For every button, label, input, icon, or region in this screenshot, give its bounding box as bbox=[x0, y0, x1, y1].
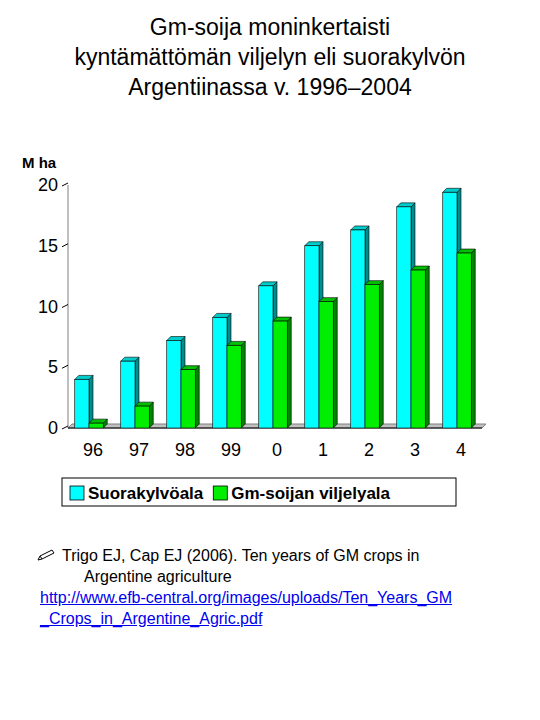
y-axis-line bbox=[68, 185, 69, 428]
legend: Suorakylvöala Gm-soijan viljelyala bbox=[62, 478, 456, 506]
y-tick bbox=[62, 183, 68, 186]
y-tick bbox=[62, 426, 68, 429]
x-tick-label: 3 bbox=[410, 440, 420, 460]
x-tick-label: 1 bbox=[318, 440, 328, 460]
bar bbox=[181, 366, 199, 428]
x-tick-label: 0 bbox=[272, 440, 282, 460]
y-tick-label: 20 bbox=[38, 175, 58, 195]
bar bbox=[411, 266, 429, 428]
bar bbox=[135, 402, 153, 428]
x-tick-label: 2 bbox=[364, 440, 374, 460]
bar bbox=[75, 375, 93, 428]
bar bbox=[457, 249, 475, 428]
bar bbox=[319, 298, 337, 428]
y-tick bbox=[62, 365, 68, 368]
x-tick-label: 98 bbox=[175, 440, 195, 460]
y-tick bbox=[62, 305, 68, 308]
pen-icon bbox=[38, 550, 54, 560]
x-tick-label: 96 bbox=[83, 440, 103, 460]
bar bbox=[273, 317, 291, 428]
legend-swatch bbox=[213, 486, 227, 500]
x-tick-label: 97 bbox=[129, 440, 149, 460]
bar bbox=[89, 419, 107, 428]
y-tick-label: 5 bbox=[48, 357, 58, 377]
legend-swatch bbox=[70, 486, 84, 500]
y-tick-label: 10 bbox=[38, 297, 58, 317]
bars bbox=[75, 188, 476, 428]
y-axis-label: M ha bbox=[22, 154, 57, 171]
source: Trigo EJ, Cap EJ (2006). Ten years of GM… bbox=[40, 545, 460, 629]
y-tick-label: 0 bbox=[48, 418, 58, 438]
citation: Trigo EJ, Cap EJ (2006). Ten years of GM… bbox=[62, 545, 460, 587]
x-tick-label: 4 bbox=[456, 440, 466, 460]
legend-label: Gm-soijan viljelyala bbox=[231, 484, 390, 503]
title: Gm-soija moninkertaisti kyntämättömän vi… bbox=[40, 12, 500, 102]
legend-label: Suorakylvöala bbox=[88, 484, 204, 503]
x-tick-label: 99 bbox=[221, 440, 241, 460]
y-tick-label: 15 bbox=[38, 236, 58, 256]
source-url: http://www.efb-central.org/images/upload… bbox=[40, 587, 460, 629]
bar bbox=[365, 281, 383, 428]
bar bbox=[227, 341, 245, 428]
y-tick bbox=[62, 244, 68, 247]
